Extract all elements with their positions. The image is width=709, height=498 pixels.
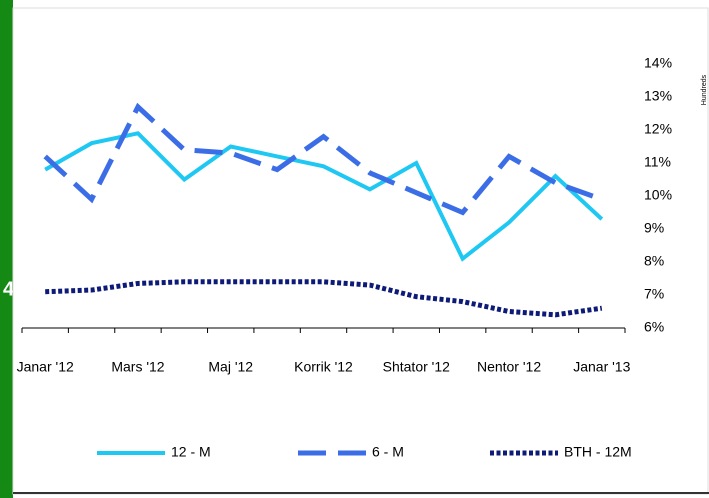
x-tick-label: Janar '13 (573, 359, 630, 375)
side-bar (0, 0, 13, 498)
y-tick-label: 11% (644, 154, 671, 170)
x-tick-label: Korrik '12 (294, 359, 353, 375)
y-tick-label: 12% (644, 121, 672, 137)
x-tick-label: Maj '12 (208, 359, 253, 375)
y-tick-label: 14% (644, 55, 672, 71)
y-tick-label: 9% (644, 220, 664, 236)
series-line (44, 131, 604, 262)
legend-label: 12 - M (171, 444, 211, 460)
x-tick-label: Mars '12 (111, 359, 164, 375)
legend-label: BTH - 12M (564, 444, 632, 460)
side-label: 4 (3, 278, 15, 300)
y-tick-label: 7% (644, 286, 664, 302)
y-tick-label: 6% (644, 319, 664, 335)
y-tick-label: 8% (644, 253, 664, 269)
units-label: Hundreds (701, 74, 708, 105)
x-tick-label: Janar '12 (17, 359, 74, 375)
series-line (43, 102, 603, 216)
series-line (45, 279, 603, 318)
plot-frame (12, 7, 709, 495)
x-tick-label: Shtator '12 (383, 359, 450, 375)
legend-label: 6 - M (372, 444, 404, 460)
y-tick-label: 13% (644, 88, 672, 104)
x-tick-label: Nentor '12 (477, 359, 541, 375)
y-tick-label: 10% (644, 187, 672, 203)
